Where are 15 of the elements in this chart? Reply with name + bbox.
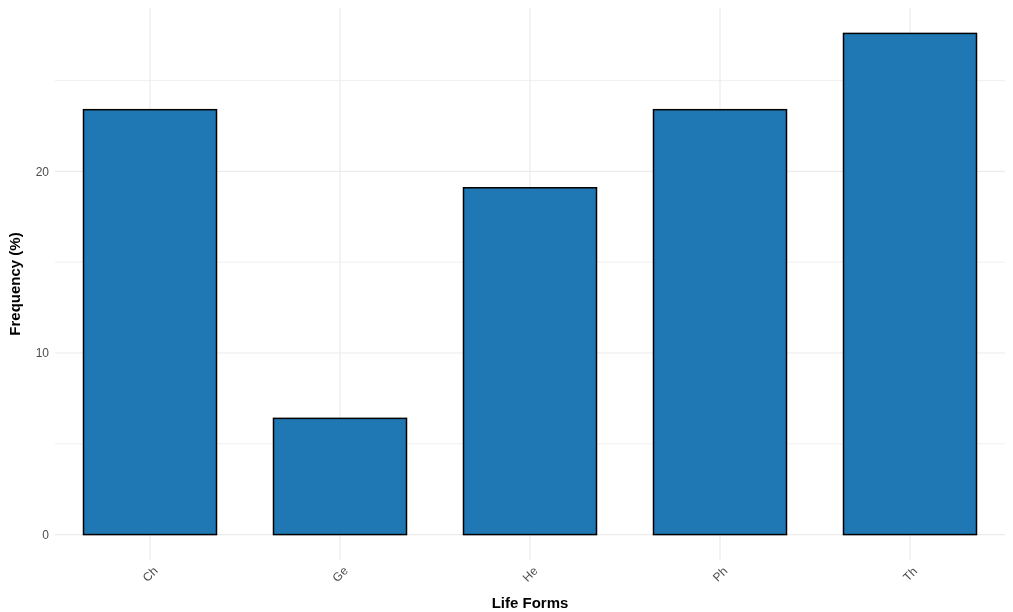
x-tick-label: He bbox=[519, 563, 541, 585]
bar bbox=[652, 108, 788, 536]
x-tick-label: Ge bbox=[329, 563, 351, 585]
y-axis-title: Frequency (%) bbox=[6, 232, 23, 336]
bar bbox=[462, 187, 598, 536]
x-tick-label: Th bbox=[900, 564, 921, 585]
x-tick-label: Ph bbox=[710, 564, 731, 585]
y-tick-label: 20 bbox=[35, 164, 50, 179]
bar bbox=[842, 32, 978, 536]
bar bbox=[272, 417, 408, 536]
x-tick-label: Ch bbox=[139, 563, 161, 585]
bar bbox=[82, 108, 218, 536]
y-tick-label: 10 bbox=[35, 346, 50, 361]
y-tick-label: 0 bbox=[42, 527, 50, 542]
x-axis-title: Life Forms bbox=[491, 594, 569, 611]
